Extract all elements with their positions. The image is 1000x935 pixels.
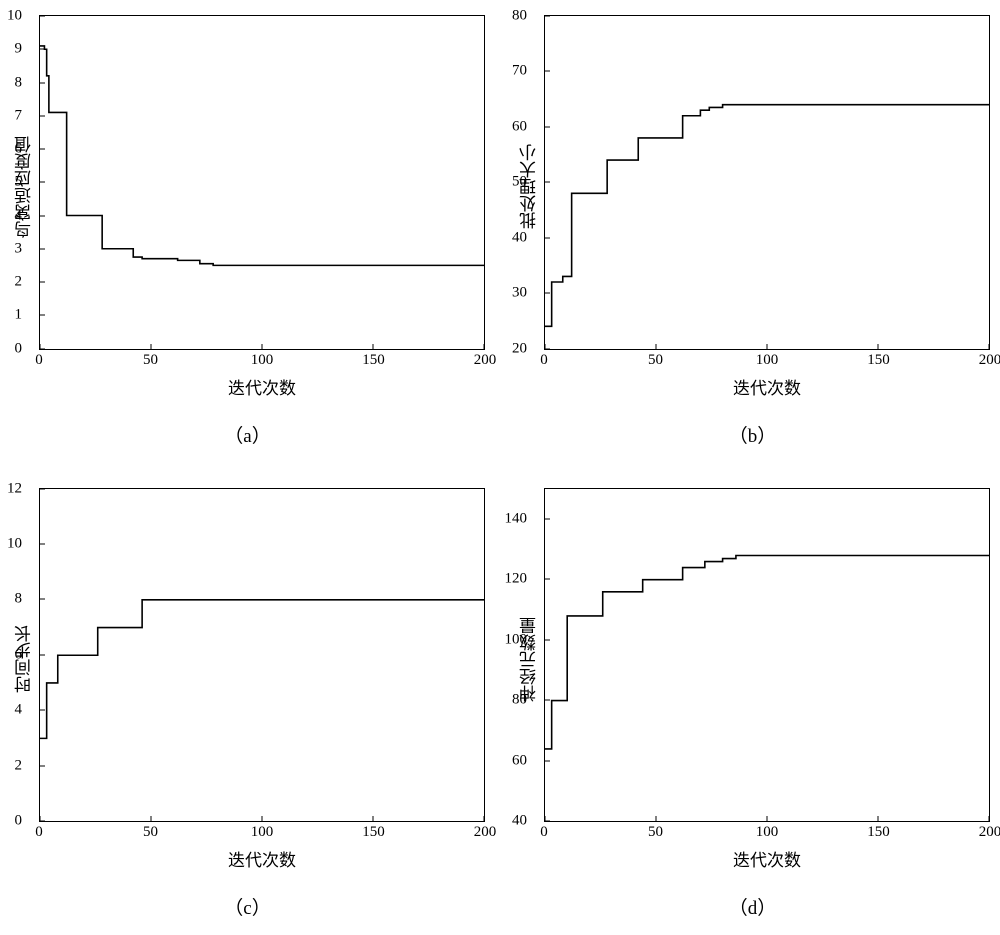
ytick-label: 60: [512, 118, 527, 135]
panel-c: 时间步长 024681012 050100150200 迭代次数 （c）: [10, 488, 485, 921]
xtick-label: 150: [362, 824, 385, 841]
xtick-label: 0: [35, 352, 43, 369]
series-c: [40, 489, 484, 822]
ytick-label: 4: [15, 702, 23, 719]
ytick-label: 40: [512, 229, 527, 246]
xlabel-b: 迭代次数: [544, 374, 990, 399]
axes-a: 012345678910: [39, 15, 485, 350]
ytick-label: 20: [512, 340, 527, 357]
xtick-label: 0: [540, 824, 548, 841]
ytick-label: 60: [512, 752, 527, 769]
xtick-label: 200: [979, 824, 1000, 841]
xlabel-d: 迭代次数: [544, 846, 990, 871]
xtick-label: 200: [474, 824, 497, 841]
ytick-label: 30: [512, 285, 527, 302]
xticks-d: 050100150200: [544, 822, 990, 844]
xticks-c: 050100150200: [39, 822, 485, 844]
xtick-label: 100: [251, 352, 274, 369]
ytick-label: 40: [512, 813, 527, 830]
ytick-label: 5: [15, 174, 23, 191]
ytick-label: 6: [15, 646, 23, 663]
xtick-label: 0: [540, 352, 548, 369]
xtick-label: 150: [867, 352, 890, 369]
ylabel-d: 神经元数量: [515, 617, 544, 702]
ytick-label: 70: [512, 63, 527, 80]
panel-b: 批处理大小 20304050607080 050100150200 迭代次数 （…: [515, 15, 990, 448]
panel-a: 鸟窝适应度值 012345678910 050100150200 迭代次数 （a…: [10, 15, 485, 448]
caption-d: （d）: [729, 893, 777, 920]
xtick-label: 50: [648, 824, 663, 841]
xtick-label: 200: [474, 352, 497, 369]
axes-d: 406080100120140: [544, 488, 990, 823]
axes-b: 20304050607080: [544, 15, 990, 350]
ytick-label: 7: [15, 107, 23, 124]
xtick-label: 50: [143, 824, 158, 841]
xtick-label: 100: [251, 824, 274, 841]
ytick-label: 9: [15, 41, 23, 58]
xtick-label: 50: [648, 352, 663, 369]
ytick-label: 0: [15, 340, 23, 357]
ytick-label: 8: [15, 591, 23, 608]
xtick-label: 150: [362, 352, 385, 369]
xtick-label: 100: [756, 824, 779, 841]
xtick-label: 0: [35, 824, 43, 841]
chart-grid: 鸟窝适应度值 012345678910 050100150200 迭代次数 （a…: [0, 0, 1000, 935]
caption-c: （c）: [224, 893, 270, 920]
ytick-label: 2: [15, 274, 23, 291]
ytick-label: 120: [505, 571, 528, 588]
ytick-label: 6: [15, 141, 23, 158]
ytick-label: 80: [512, 692, 527, 709]
xlabel-a: 迭代次数: [39, 374, 485, 399]
panel-d: 神经元数量 406080100120140 050100150200 迭代次数 …: [515, 488, 990, 921]
ytick-label: 8: [15, 74, 23, 91]
xtick-label: 200: [979, 352, 1000, 369]
xtick-label: 150: [867, 824, 890, 841]
ytick-label: 0: [15, 813, 23, 830]
ytick-label: 3: [15, 240, 23, 257]
xtick-label: 100: [756, 352, 779, 369]
xticks-a: 050100150200: [39, 350, 485, 372]
caption-a: （a）: [224, 421, 270, 448]
ytick-label: 10: [7, 8, 22, 25]
ytick-label: 50: [512, 174, 527, 191]
xlabel-c: 迭代次数: [39, 846, 485, 871]
ytick-label: 80: [512, 8, 527, 25]
axes-c: 024681012: [39, 488, 485, 823]
ytick-label: 2: [15, 757, 23, 774]
ytick-label: 100: [505, 631, 528, 648]
ytick-label: 12: [7, 480, 22, 497]
ytick-label: 140: [505, 510, 528, 527]
ytick-label: 4: [15, 207, 23, 224]
series-b: [545, 16, 989, 349]
caption-b: （b）: [729, 421, 777, 448]
series-d: [545, 489, 989, 822]
xticks-b: 050100150200: [544, 350, 990, 372]
ytick-label: 10: [7, 535, 22, 552]
ytick-label: 1: [15, 307, 23, 324]
xtick-label: 50: [143, 352, 158, 369]
series-a: [40, 16, 484, 349]
